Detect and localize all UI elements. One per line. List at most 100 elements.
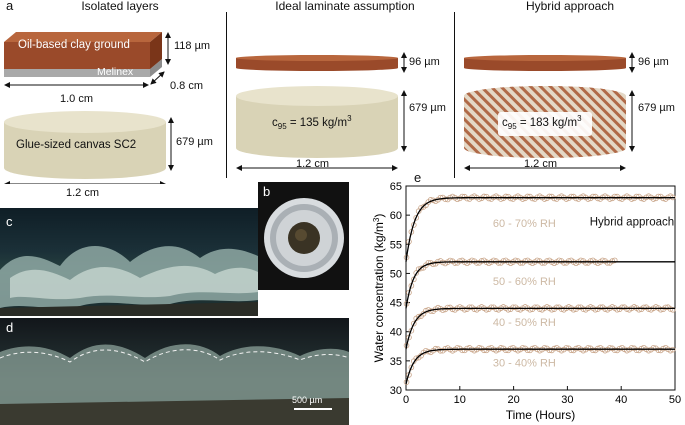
- data-point: [592, 306, 599, 313]
- data-point: [411, 320, 417, 327]
- fit-line-series-2: [405, 261, 675, 309]
- data-point: [614, 306, 620, 313]
- data-point: [459, 193, 466, 200]
- hybrid-bottom-thickness: 679 µm: [638, 102, 675, 114]
- data-point: [498, 196, 504, 202]
- header-isolated-layers: Isolated layers: [81, 0, 159, 13]
- data-point: [454, 345, 461, 351]
- y-tick-label: 30: [390, 385, 402, 397]
- header-hybrid-approach: Hybrid approach: [525, 0, 615, 13]
- data-point: [452, 260, 458, 266]
- y-tick-label: 65: [390, 181, 402, 193]
- data-point: [582, 260, 589, 266]
- data-point: [655, 193, 662, 200]
- data-point: [546, 193, 553, 200]
- data-point: [611, 347, 618, 354]
- plot-frame: [405, 185, 676, 391]
- ideal-width-label: 1.2 cm: [296, 158, 330, 170]
- water-concentration-chart: 0 10 20 30 40 50 30 35 40 45 50 55 60 65 Time (Hours)…: [372, 181, 681, 422]
- data-point: [476, 196, 482, 202]
- data-point: [667, 347, 674, 354]
- data-point: [534, 257, 541, 264]
- data-point: [476, 345, 482, 351]
- x-axis-label: Time (Hours): [506, 408, 576, 422]
- y-tick-label: 35: [390, 356, 402, 368]
- x-tick-label: 10: [454, 394, 466, 406]
- ideal-c95-label: c95 = 135 kg/m3: [272, 114, 352, 132]
- data-point: [590, 347, 596, 354]
- data-point: [495, 260, 502, 266]
- panel-letter-c: c: [6, 214, 13, 229]
- hybrid-top-thickness: 96 µm: [638, 56, 669, 68]
- y-tick-label: 50: [390, 268, 402, 280]
- data-point: [585, 196, 591, 202]
- data-point: [517, 260, 524, 266]
- data-point: [418, 205, 424, 211]
- ideal-top-layer: [236, 55, 398, 71]
- data-point: [611, 257, 618, 264]
- chart-axes: 0 10 20 30 40 50 30 35 40 45 50 55 60 65: [390, 181, 681, 406]
- data-point: [524, 193, 531, 200]
- x-tick-label: 50: [669, 394, 681, 406]
- data-point: [481, 347, 487, 354]
- width-label-1cm: 1.0 cm: [60, 93, 94, 105]
- header-ideal-laminate: Ideal laminate assumption: [275, 0, 415, 13]
- data-point: [505, 306, 512, 313]
- data-point: [633, 347, 640, 353]
- data-point: [466, 304, 473, 311]
- ideal-bottom-cylinder: [236, 86, 398, 158]
- panel-letter-d: d: [6, 320, 14, 335]
- data-point: [609, 258, 616, 264]
- data-point: [585, 345, 591, 351]
- hybrid-width-label: 1.2 cm: [524, 158, 558, 170]
- x-tick-label: 40: [615, 394, 627, 406]
- canvas-label: Glue-sized canvas SC2: [16, 139, 137, 151]
- micrograph-c: c: [0, 208, 258, 316]
- melinex-label: Melinex: [97, 66, 134, 78]
- data-point: [604, 260, 611, 266]
- canvas-thickness-label: 679 µm: [176, 136, 213, 148]
- x-tick-label: 20: [507, 394, 519, 406]
- chart-labels: Time (Hours) Water concentration (kg/m3) 6…: [372, 214, 674, 422]
- data-point: [650, 345, 657, 351]
- panel-letter-a: a: [6, 0, 14, 13]
- data-point: [473, 260, 480, 266]
- data-point: [413, 214, 420, 221]
- divider-left: [226, 12, 227, 178]
- data-point: [532, 304, 538, 311]
- panel-letter-b: b: [263, 184, 271, 199]
- data-point: [597, 304, 604, 311]
- ideal-top-thickness: 96 µm: [409, 56, 440, 68]
- data-point: [563, 345, 570, 351]
- ideal-laminate-diagram: [236, 52, 407, 171]
- data-point: [662, 304, 669, 311]
- chart-annotation: Hybrid approach: [590, 217, 674, 229]
- data-point: [498, 345, 504, 351]
- series-label-3: 40 - 50% RH: [493, 317, 556, 329]
- sample-dish-image: [264, 198, 344, 278]
- micrograph-d-image: [0, 344, 349, 425]
- hybrid-top-layer: [464, 55, 626, 71]
- data-point: [553, 304, 560, 311]
- data-point: [561, 260, 567, 266]
- data-point: [415, 313, 422, 320]
- clay-block: [4, 32, 162, 69]
- data-point: [575, 304, 582, 311]
- data-point: [619, 304, 625, 311]
- y-tick-label: 60: [390, 210, 402, 222]
- data-point: [413, 355, 420, 362]
- data-point: [556, 257, 562, 264]
- data-point: [430, 261, 436, 268]
- data-point: [548, 306, 555, 313]
- data-point: [570, 306, 577, 313]
- data-point: [568, 347, 574, 354]
- data-point: [481, 193, 487, 200]
- y-tick-label: 55: [390, 239, 402, 251]
- data-point: [670, 307, 676, 313]
- fit-line-series-1: [405, 197, 675, 262]
- data-point: [599, 257, 606, 264]
- data-point: [546, 347, 553, 354]
- fit-line-series-4: [405, 348, 675, 385]
- data-point: [633, 193, 640, 200]
- data-point: [510, 304, 516, 311]
